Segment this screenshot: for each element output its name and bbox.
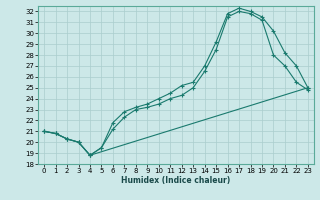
X-axis label: Humidex (Indice chaleur): Humidex (Indice chaleur)	[121, 176, 231, 185]
